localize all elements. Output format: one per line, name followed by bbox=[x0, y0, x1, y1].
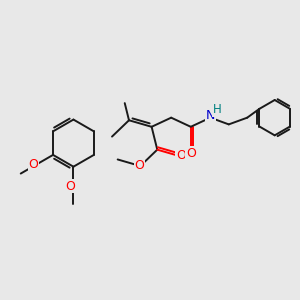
Text: O: O bbox=[66, 180, 75, 193]
Text: H: H bbox=[213, 103, 222, 116]
Text: O: O bbox=[176, 148, 186, 162]
Text: O: O bbox=[134, 158, 144, 172]
Text: N: N bbox=[206, 109, 215, 122]
Text: O: O bbox=[186, 147, 196, 160]
Text: O: O bbox=[28, 158, 38, 171]
